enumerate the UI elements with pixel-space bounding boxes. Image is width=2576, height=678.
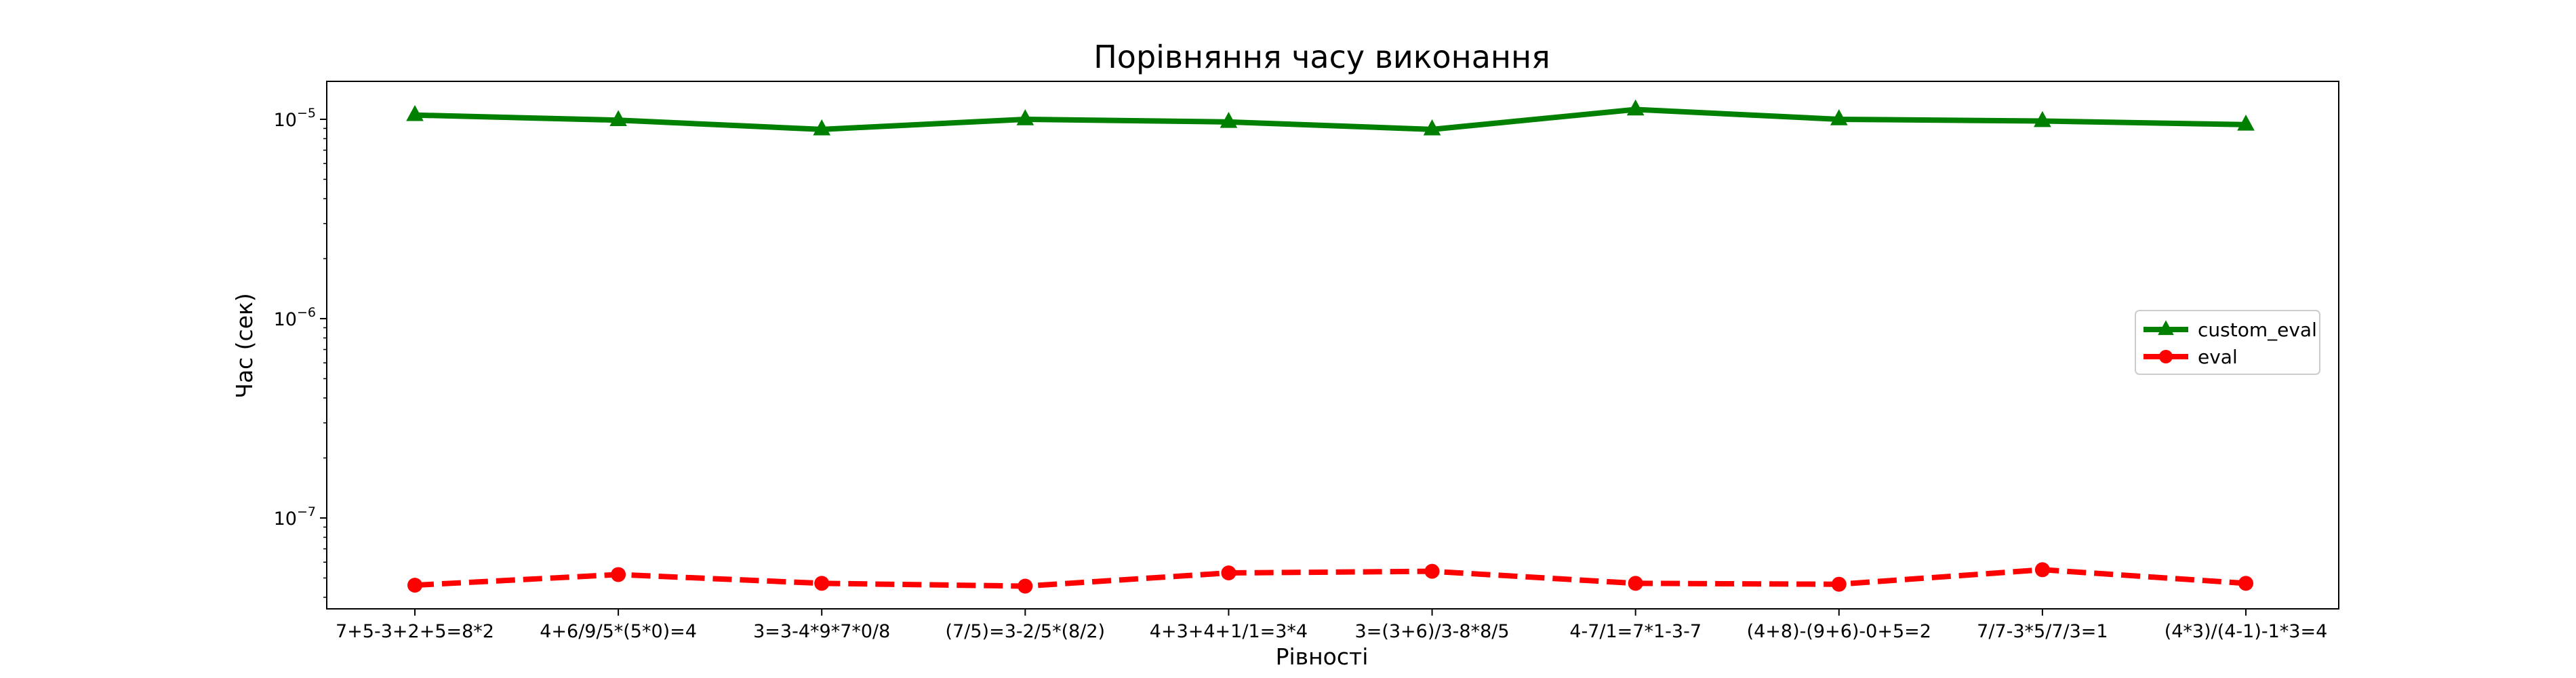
- x-axis-ticks: 7+5-3+2+5=8*2 4+6/9/5*(5*0)=4 3=3-4*9*7*0/…: [336, 609, 2327, 642]
- y-tick-label: 10−5: [274, 106, 316, 131]
- data-point: [1423, 119, 1441, 136]
- data-point: [2034, 562, 2050, 578]
- legend-marker: [2159, 350, 2173, 363]
- legend-item-eval: eval: [2144, 346, 2238, 368]
- y-tick-base: 10: [274, 509, 297, 530]
- y-tick-exponent: −5: [297, 106, 316, 121]
- x-tick-label: 4+3+4+1/1=3*4: [1150, 621, 1308, 642]
- series-layer: [406, 99, 2255, 594]
- data-point: [1221, 565, 1236, 581]
- y-tick-exponent: −7: [297, 504, 316, 519]
- x-tick-label: 3=(3+6)/3-8*8/5: [1355, 621, 1510, 642]
- y-tick-base: 10: [274, 309, 297, 330]
- data-point: [1016, 109, 1034, 125]
- data-point: [1830, 109, 1848, 125]
- legend-marker: [2158, 320, 2174, 336]
- legend-label: custom_eval: [2198, 319, 2317, 341]
- data-point: [609, 110, 627, 127]
- y-tick-label: 10−7: [274, 504, 316, 530]
- series-line: [414, 567, 2247, 589]
- x-tick-label: (7/5)=3-2/5*(8/2): [946, 621, 1106, 642]
- data-point: [814, 576, 830, 591]
- y-tick-exponent: −6: [297, 305, 316, 320]
- y-tick-base: 10: [274, 110, 297, 131]
- x-tick-label: 7+5-3+2+5=8*2: [336, 621, 494, 642]
- data-point: [1626, 99, 1645, 116]
- x-tick-label: (4+8)-(9+6)-0+5=2: [1747, 621, 1931, 642]
- data-point: [1628, 576, 1643, 591]
- plot-area: [327, 81, 2339, 609]
- x-tick-label: 7/7-3*5/7/3=1: [1977, 621, 2108, 642]
- legend-item-custom_eval: custom_eval: [2144, 319, 2317, 341]
- data-point: [813, 119, 831, 136]
- data-point: [1424, 563, 1440, 579]
- x-tick-label: 4-7/1=7*1-3-7: [1569, 621, 1702, 642]
- legend-label: eval: [2198, 346, 2238, 368]
- x-tick-label: (4*3)/(4-1)-1*3=4: [2165, 621, 2328, 642]
- series-custom_eval: [406, 99, 2255, 136]
- x-tick-label: 3=3-4*9*7*0/8: [753, 621, 890, 642]
- data-point: [406, 104, 424, 121]
- series-line: [414, 106, 2247, 132]
- y-axis-label: Час (сек): [231, 293, 258, 399]
- data-point: [1018, 578, 1033, 594]
- y-tick-label: 10−6: [274, 305, 316, 330]
- data-point: [2034, 111, 2051, 127]
- plot-frame: [326, 81, 2339, 610]
- x-tick-label: 4+6/9/5*(5*0)=4: [540, 621, 697, 642]
- x-axis-label: Рівності: [1276, 643, 1369, 670]
- data-point: [611, 567, 626, 582]
- chart-title: Порівняння часу виконання: [1093, 39, 1550, 75]
- data-point: [1220, 111, 1238, 128]
- data-point: [2238, 576, 2253, 591]
- data-point: [1831, 576, 1847, 592]
- data-point: [407, 578, 422, 593]
- data-point: [2237, 115, 2255, 131]
- series-eval: [407, 562, 2253, 594]
